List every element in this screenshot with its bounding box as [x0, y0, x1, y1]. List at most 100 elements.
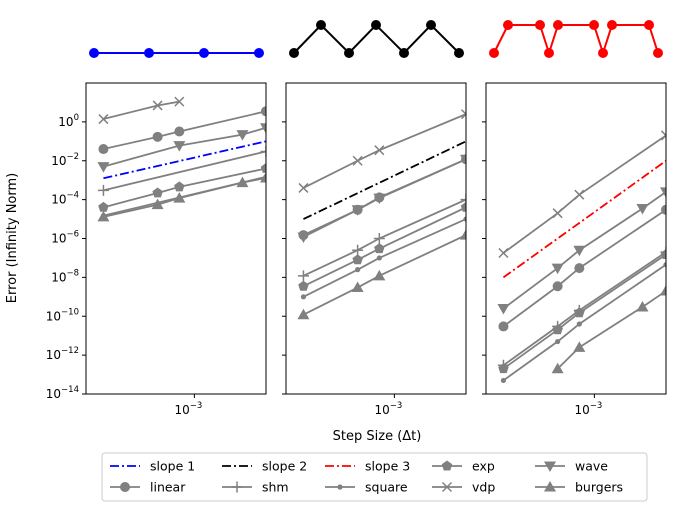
data-point-vdp: [152, 100, 163, 111]
y-tick-label: 10−14: [46, 385, 79, 401]
y-tick-label: 10−6: [51, 230, 79, 246]
x-axis-label: Step Size (Δt): [333, 429, 422, 444]
data-point-exp: [552, 324, 563, 335]
legend-label: slope 1: [150, 459, 195, 474]
data-point-square: [576, 321, 582, 327]
data-point-exp: [298, 280, 309, 291]
legend-box: [101, 452, 648, 502]
stencil-blue-icon: [89, 48, 264, 58]
data-point-square: [300, 294, 307, 300]
series-exp: [98, 162, 266, 212]
data-point-exp: [374, 243, 385, 254]
series-slope-3-line: [502, 160, 666, 279]
data-point-vdp: [574, 189, 585, 200]
data-point-burgers: [351, 281, 364, 293]
data-point-vdp: [174, 96, 185, 107]
data-point-exp: [460, 201, 466, 212]
data-point-linear: [574, 263, 585, 274]
data-point-vdp: [498, 247, 509, 259]
legend-item-square: square: [325, 480, 408, 495]
x-tick-label: 10−3: [374, 401, 402, 417]
data-point-square: [500, 377, 507, 384]
legend-item-burgers: burgers: [535, 480, 623, 495]
data-point-burgers: [573, 341, 586, 352]
data-point-wave: [236, 130, 249, 141]
panel-2-plot-area: [297, 109, 466, 320]
data-point-burgers: [660, 284, 666, 296]
data-point-linear: [661, 204, 666, 215]
data-point-burgers: [297, 308, 310, 320]
series-square-line: [502, 263, 666, 382]
series-burgers-line: [303, 234, 466, 316]
data-point-burgers: [97, 210, 110, 222]
panel-1-plot-area: [97, 96, 266, 222]
series-vdp-line: [103, 100, 180, 120]
data-point-wave: [173, 141, 186, 152]
series-square-line: [303, 218, 466, 298]
data-point-wave: [573, 245, 586, 257]
data-point-wave: [297, 232, 310, 243]
legend-label: slope 2: [262, 459, 307, 474]
data-point-shm: [352, 244, 364, 256]
y-tick-label: 10−10: [46, 307, 79, 323]
series-shm: [297, 194, 466, 282]
data-point-exp: [260, 162, 266, 173]
panel-1: 100 10−2 10−4 10−6 10−8 10−10 10−12 10−14 10−3: [46, 82, 267, 417]
series-wave: [497, 187, 666, 315]
y-tick-label: 10−4: [51, 191, 79, 207]
data-point-wave: [636, 203, 649, 215]
series-shm-line: [502, 251, 666, 367]
data-point-square: [355, 267, 361, 273]
data-point-wave: [373, 193, 386, 205]
data-point-vdp: [298, 182, 309, 193]
series-square: [300, 216, 466, 300]
y-axis-label: Error (Infinity Norm): [5, 173, 20, 303]
series-burgers: [297, 229, 466, 320]
legend-label: exp: [472, 459, 495, 474]
data-point-linear: [552, 281, 563, 292]
series-vdp-line: [303, 113, 466, 189]
legend-label: vdp: [472, 480, 495, 495]
data-point-square: [376, 255, 382, 261]
legend-item-exp: exp: [432, 459, 495, 474]
data-point-linear: [498, 321, 509, 332]
legend-item-shm: shm: [222, 480, 289, 495]
legend-marker-icon: [337, 484, 343, 490]
series-vdp: [98, 96, 185, 125]
data-point-burgers: [151, 198, 164, 210]
series-slope-3: [502, 160, 666, 279]
series-square: [500, 262, 666, 384]
legend-label: shm: [262, 480, 289, 495]
series-wave: [97, 123, 266, 173]
data-point-exp: [660, 249, 666, 259]
data-point-vdp: [374, 145, 385, 156]
data-point-vdp: [552, 208, 563, 219]
legend-label: slope 3: [365, 459, 410, 474]
data-point-exp: [574, 307, 585, 318]
data-point-burgers: [260, 171, 266, 183]
panel-2: 10−3: [282, 82, 467, 417]
y-tick-label: 10−12: [46, 346, 79, 362]
data-point-vdp: [352, 155, 363, 166]
legend-item-slope-2: slope 2: [222, 459, 307, 474]
data-point-wave: [351, 205, 364, 216]
series-vdp: [298, 109, 466, 193]
series-slope-2-line: [303, 140, 466, 220]
data-point-exp: [352, 254, 363, 265]
data-point-shm: [460, 194, 466, 206]
x-tick-label: 10−3: [574, 401, 602, 417]
legend-marker-icon: [544, 481, 556, 492]
data-point-shm: [97, 184, 109, 196]
data-point-square: [463, 216, 466, 222]
series-linear: [98, 106, 266, 155]
legend-marker-icon: [231, 481, 243, 493]
series-shm-line: [303, 198, 466, 277]
series-burgers-line: [556, 290, 666, 370]
data-point-square: [555, 338, 561, 345]
data-point-vdp: [460, 109, 466, 120]
y-tick-label: 10−2: [51, 152, 79, 168]
data-point-burgers: [173, 192, 186, 203]
data-point-burgers: [460, 229, 466, 240]
series-linear-line: [502, 209, 666, 328]
legend-item-wave: wave: [535, 459, 608, 474]
